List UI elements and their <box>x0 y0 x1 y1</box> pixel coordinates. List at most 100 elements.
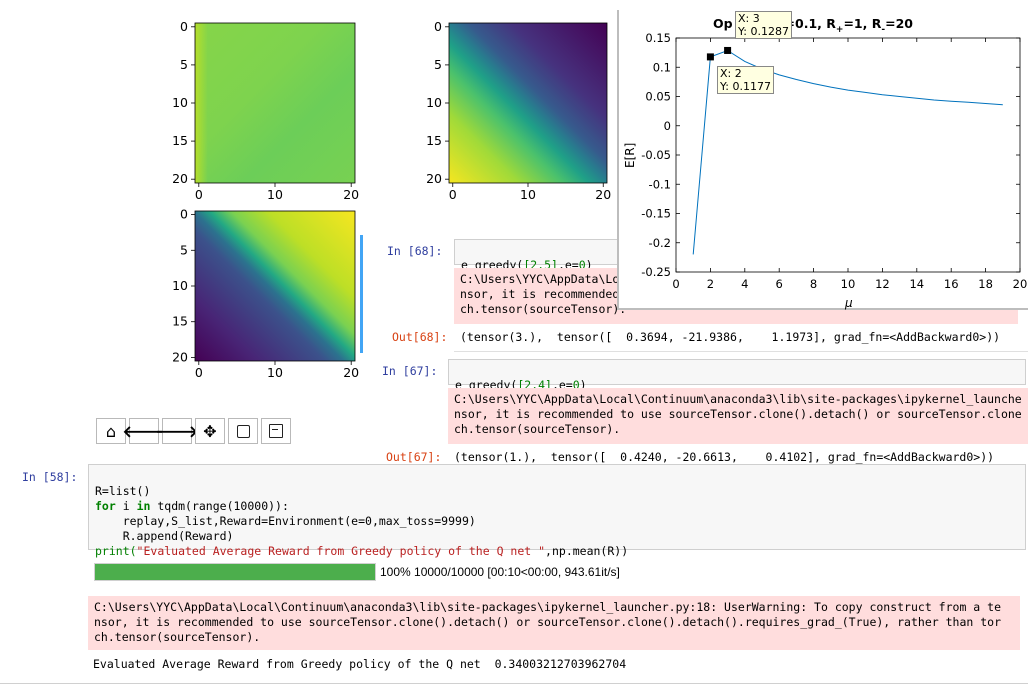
cell-68-in-prompt: In [68]: <box>387 244 443 258</box>
y-tick-label: 0 <box>664 119 671 133</box>
cell-58-code[interactable]: R=list() for i in tqdm(range(10000)): rep… <box>88 464 1026 558</box>
y-tick-label: 10 <box>426 95 442 110</box>
x-tick-label: 2 <box>707 277 714 291</box>
output-scroll-indicator[interactable] <box>360 235 363 353</box>
code-line-4: R.append(Reward) <box>95 529 234 543</box>
cell-68-out-prompt: Out[68]: <box>392 330 448 344</box>
y-ticks: 0.15 0.1 0.05 0 -0.05 -0.1 -0.15 -0.2 -0.25 <box>641 31 1020 279</box>
datatip-1-x: X: 3 <box>738 12 760 25</box>
code-line-3: replay,S_list,Reward=Environment(e=0,max… <box>95 514 476 528</box>
cell-58-warning: C:\Users\YYC\AppData\Local\Continuum\ana… <box>88 596 1020 650</box>
print-string: "Evaluated Average Reward from Greedy po… <box>136 544 546 558</box>
y-tick-label: 0 <box>434 19 442 34</box>
loop-var: i <box>115 499 137 513</box>
x-tick-label: 6 <box>776 277 783 291</box>
x-tick-label: 10 <box>520 187 536 202</box>
cell-67-output: (tensor(1.), tensor([ 0.4240, -20.6613, … <box>454 450 995 464</box>
heatmap-axes: 0 5 10 15 20 0 10 20 0 5 10 15 20 0 10 20 0 5 10 15 20 0 10 2… <box>172 19 611 380</box>
line-plot-window: Op when f=0.1, R+=1, R-=20 0.150.10.050-… <box>617 10 1028 310</box>
x-tick-label: 20 <box>1013 277 1028 291</box>
forward-arrow-icon: 🡒 <box>155 422 199 441</box>
datatip-marker[interactable] <box>724 46 732 54</box>
y-tick-label: 10 <box>172 278 188 293</box>
y-tick-label: 20 <box>426 171 442 186</box>
cell-58-in-prompt: In [58]: <box>22 470 78 484</box>
code-close: ) <box>585 258 593 272</box>
y-tick-label: -0.1 <box>649 177 671 191</box>
cell-67-in-prompt: In [67]: <box>382 364 438 378</box>
x-tick-label: 10 <box>267 187 283 202</box>
y-tick-label: -0.2 <box>649 236 671 250</box>
x-tick-label: 10 <box>841 277 856 291</box>
y-tick-label: -0.15 <box>641 207 671 221</box>
heatmap-1-axes: 0 5 10 15 20 0 10 20 <box>172 19 359 202</box>
x-tick-label: 10 <box>267 365 283 380</box>
save-icon <box>269 424 283 438</box>
x-tick-label: 18 <box>978 277 993 291</box>
zoom-rect-icon <box>236 424 250 438</box>
home-icon: ⌂ <box>105 421 117 441</box>
heatmap-1 <box>165 15 365 205</box>
heatmap-3-axes: 0 5 10 15 20 0 10 20 <box>172 207 359 380</box>
heatmap-2 <box>419 15 619 205</box>
datatip-2-x: X: 2 <box>720 67 742 80</box>
x-axis-label: μ <box>844 296 853 310</box>
code-line-1: R=list() <box>95 484 151 498</box>
x-tick-label: 8 <box>810 277 817 291</box>
x-tick-label: 20 <box>595 187 611 202</box>
y-tick-label: 20 <box>172 349 188 364</box>
datatip-1-y: Y: 0.1287 <box>738 25 789 38</box>
datatip-2[interactable]: X: 2 Y: 0.1177 <box>717 66 774 94</box>
y-tick-label: 0.15 <box>645 31 671 45</box>
y-axis-label: E[R] <box>623 143 637 168</box>
datatip-marker[interactable] <box>706 53 714 61</box>
progress-text: 100% 10000/10000 [00:10<00:00, 943.61it/… <box>380 565 620 579</box>
y-tick-label: 5 <box>434 57 442 72</box>
home-button[interactable]: ⌂ <box>96 418 126 444</box>
x-tick-label: 0 <box>195 365 203 380</box>
code-arg: 0 <box>572 378 580 392</box>
forward-button[interactable]: 🡒 <box>156 418 198 444</box>
y-tick-label: -0.25 <box>641 265 671 279</box>
x-tick-label: 0 <box>672 277 679 291</box>
series-line <box>692 49 1003 255</box>
y-tick-label: 0 <box>180 19 188 34</box>
heatmap-3-image <box>195 211 355 361</box>
cell-67-code[interactable]: e_greedy([2,4],e=0) <box>448 359 1026 392</box>
y-tick-label: 15 <box>426 133 442 148</box>
heatmap-2-axes: 0 5 10 15 20 0 10 20 <box>426 19 611 202</box>
save-figure-button[interactable] <box>261 418 291 444</box>
y-tick-label: 0.1 <box>653 60 671 74</box>
progress-bar <box>94 563 376 581</box>
x-tick-label: 12 <box>875 277 890 291</box>
zoom-rect-button[interactable] <box>228 418 258 444</box>
code-close: ) <box>579 378 587 392</box>
pan-button[interactable]: ✥ <box>195 418 225 444</box>
back-button[interactable]: 🡐 <box>123 418 165 444</box>
back-arrow-icon: 🡐 <box>122 422 166 441</box>
datatip-1[interactable]: X: 3 Y: 0.1287 <box>735 11 792 39</box>
cell-68-output: (tensor(3.), tensor([ 0.3694, -21.9386, … <box>460 330 1001 344</box>
y-tick-label: 0.05 <box>645 90 671 104</box>
x-tick-label: 16 <box>944 277 959 291</box>
cell-58-output: Evaluated Average Reward from Greedy pol… <box>93 657 627 671</box>
x-tick-label: 4 <box>741 277 748 291</box>
x-tick-label: 0 <box>195 187 203 202</box>
cell-67-warning: C:\Users\YYC\AppData\Local\Continuum\ana… <box>448 388 1028 444</box>
print-rest: ,np.mean(R)) <box>545 544 629 558</box>
y-tick-label: 10 <box>172 95 188 110</box>
loop-iter: tqdm(range(10000)): <box>150 499 289 513</box>
divider <box>0 683 1028 684</box>
x-tick-label: 0 <box>449 187 457 202</box>
x-tick-label: 20 <box>343 187 359 202</box>
cell-67-out-prompt: Out[67]: <box>386 450 442 464</box>
datatip-markers <box>706 46 732 61</box>
code-line-5: print("Evaluated Average Reward from Gre… <box>95 544 1019 559</box>
print-fn: print( <box>95 544 137 558</box>
x-tick-label: 14 <box>909 277 924 291</box>
heatmap-3 <box>165 203 365 393</box>
code-arg: 0 <box>578 258 586 272</box>
y-tick-label: 15 <box>172 314 188 329</box>
y-tick-label: 5 <box>180 57 188 72</box>
progress-fill <box>95 564 375 580</box>
